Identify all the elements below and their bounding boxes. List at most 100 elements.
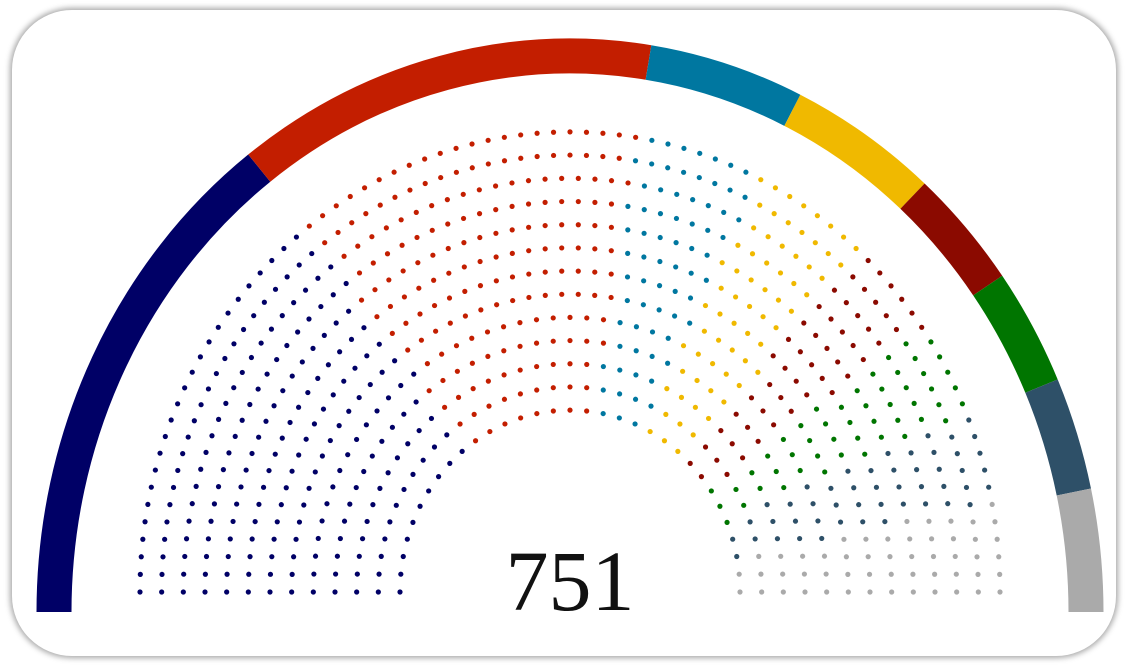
seat (414, 234, 420, 241)
seat (909, 553, 915, 560)
seat (186, 518, 192, 524)
seat (972, 536, 978, 542)
seat (696, 174, 702, 181)
seat (157, 450, 163, 456)
seat (823, 571, 829, 577)
seat (608, 201, 615, 207)
seat (296, 452, 302, 458)
seat (405, 441, 411, 447)
seat (845, 373, 851, 379)
seat (926, 518, 932, 524)
seat (289, 373, 295, 379)
seat (370, 502, 376, 508)
seat (736, 382, 742, 389)
seat (484, 329, 491, 335)
seat (600, 153, 606, 160)
seat (903, 341, 909, 347)
seat (567, 361, 573, 367)
seat (743, 169, 749, 175)
seat (908, 450, 914, 456)
seat (932, 571, 938, 577)
seat (337, 535, 343, 542)
seat (266, 467, 272, 474)
seat (673, 240, 679, 246)
seat-group (647, 177, 859, 454)
seat (931, 449, 937, 455)
seat (226, 450, 232, 456)
seat (363, 422, 369, 428)
seat (773, 325, 779, 331)
seat (203, 449, 209, 455)
seat (813, 406, 820, 412)
seat (996, 554, 1002, 560)
seat (525, 201, 532, 207)
seat (829, 389, 835, 396)
seat (758, 177, 764, 183)
seat (341, 378, 347, 384)
seat (986, 484, 992, 490)
seat (575, 175, 581, 181)
seat (240, 326, 247, 333)
seat (232, 433, 238, 440)
seat (724, 519, 730, 525)
seat (800, 553, 806, 559)
seat (197, 354, 203, 360)
seat (550, 408, 556, 414)
group-arc (1025, 379, 1091, 496)
seat (583, 152, 590, 159)
seat (501, 134, 507, 140)
seat (994, 536, 1000, 542)
seat (493, 254, 499, 260)
seat (447, 460, 453, 466)
seat (401, 486, 407, 493)
seat (435, 474, 442, 480)
seat (837, 519, 844, 525)
seat (234, 501, 240, 507)
seat (336, 423, 342, 429)
seat (850, 274, 856, 280)
seat (293, 536, 299, 542)
seat (733, 411, 739, 417)
seat (206, 339, 212, 345)
seat (797, 467, 803, 474)
seat (417, 311, 423, 317)
seat (771, 422, 777, 428)
seat (759, 589, 765, 595)
seat (198, 402, 204, 408)
seat (429, 227, 435, 233)
seat (398, 571, 404, 577)
seat (420, 457, 426, 463)
seat (721, 399, 727, 405)
seat (215, 324, 221, 330)
seat (189, 369, 195, 375)
seat (325, 362, 331, 368)
seat (954, 451, 960, 457)
seat (777, 270, 784, 276)
seat (773, 468, 779, 475)
seat (625, 250, 631, 256)
seat (387, 519, 393, 525)
seat (689, 221, 695, 227)
seat (575, 268, 581, 274)
seat (657, 234, 663, 241)
seat (678, 394, 685, 400)
seat (851, 485, 857, 491)
seat (712, 180, 718, 187)
seat (378, 553, 384, 559)
seat (758, 571, 764, 577)
seat (137, 571, 143, 577)
seat (977, 450, 983, 456)
seat (376, 177, 382, 183)
seat (815, 453, 821, 459)
seat (315, 535, 321, 542)
seat (306, 485, 312, 491)
seat (975, 589, 981, 595)
seat (804, 392, 810, 398)
seat (918, 416, 925, 422)
seat (370, 260, 376, 266)
seat (982, 467, 988, 473)
seat (247, 401, 253, 408)
seat (268, 326, 275, 332)
seat (284, 274, 290, 280)
seat (387, 303, 394, 310)
